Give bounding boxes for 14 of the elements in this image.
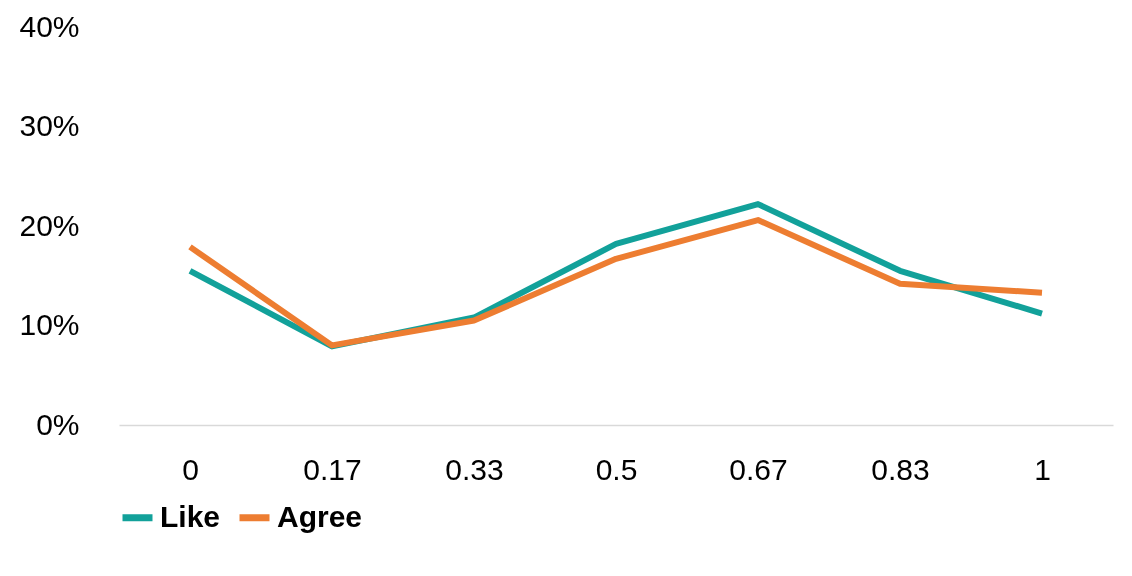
y-tick-label: 20% [19, 208, 80, 242]
x-tick-label: 0.67 [729, 452, 788, 486]
x-tick-label: 0.17 [303, 452, 362, 486]
y-tick-label: 10% [19, 308, 80, 341]
x-tick-label: 0 [182, 452, 199, 486]
y-tick-label: 30% [19, 109, 80, 142]
y-tick-label: 40% [19, 9, 80, 43]
x-tick-label: 0.83 [871, 452, 930, 486]
legend-label: Agree [277, 499, 363, 533]
x-tick-label: 0.5 [595, 452, 638, 486]
x-tick-label: 1 [1034, 452, 1051, 486]
y-tick-label: 0% [36, 407, 80, 441]
x-tick-label: 0.33 [445, 452, 504, 486]
legend-label: Like [160, 499, 221, 533]
